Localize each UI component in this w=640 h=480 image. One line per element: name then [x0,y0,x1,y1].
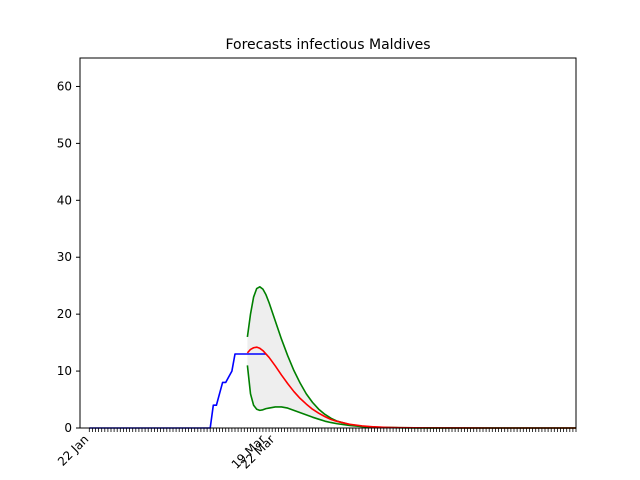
plot-frame [79,57,577,429]
chart-title: Forecasts infectious Maldives [225,37,430,53]
observed-line [89,353,266,429]
y-tick-label: 30 [57,250,72,264]
y-tick-label: 50 [57,136,72,150]
plot-area [80,58,576,428]
y-tick-label: 0 [64,421,72,435]
y-tick-label: 40 [57,193,72,207]
y-tick-label: 10 [57,364,72,378]
x-tick-label: 22 Jan [55,432,91,468]
y-tick-label: 60 [57,79,72,93]
y-tick-label: 20 [57,307,72,321]
